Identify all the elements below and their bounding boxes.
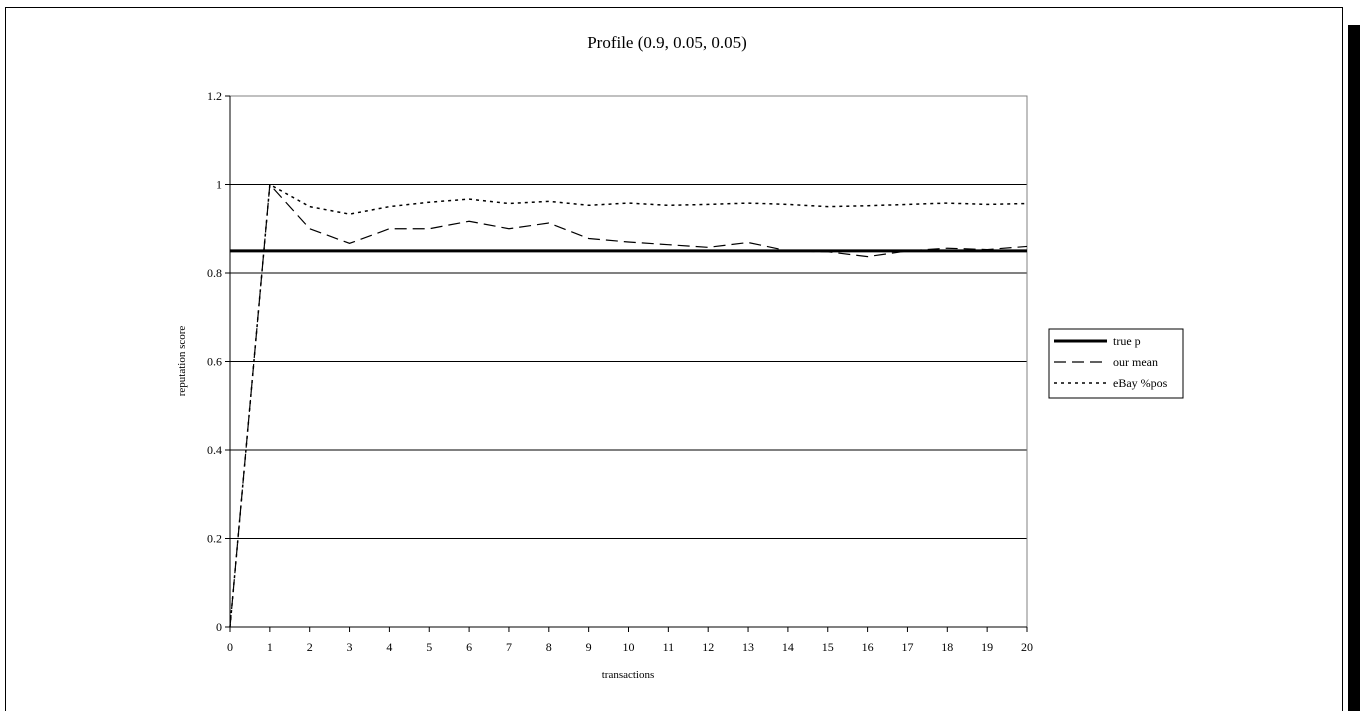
x-tick-label: 9 (586, 640, 592, 654)
x-tick-label: 5 (426, 640, 432, 654)
series-line-2 (229, 183, 1028, 628)
legend-items: true p our mean eBay %pos (1054, 334, 1168, 390)
x-tick-label: 2 (307, 640, 313, 654)
x-tick-label: 11 (663, 640, 675, 654)
x-tick-label: 16 (862, 640, 874, 654)
x-tick-label: 19 (981, 640, 993, 654)
chart-frame (5, 7, 1343, 711)
x-tick-label: 12 (702, 640, 714, 654)
y-tick-label: 0.6 (207, 355, 222, 369)
y-axis-label: reputation score (176, 326, 188, 397)
x-tick-label: 15 (822, 640, 834, 654)
y-tick-label: 1.2 (207, 89, 222, 103)
x-tick-label: 3 (347, 640, 353, 654)
legend-label: true p (1113, 334, 1141, 348)
chart-title: Profile (0.9, 0.05, 0.05) (587, 33, 747, 52)
x-tick-label: 10 (623, 640, 635, 654)
axes (225, 95, 1028, 632)
y-tick-label: 0 (216, 620, 222, 634)
right-edge-bar (1348, 25, 1360, 711)
x-tick-label: 14 (782, 640, 794, 654)
x-tick-label: 8 (546, 640, 552, 654)
x-axis-label: transactions (602, 669, 655, 681)
series-lines (229, 183, 1028, 628)
y-tick-labels: 0 0.2 0.4 0.6 0.8 1 1.2 (207, 89, 222, 634)
legend-label: our mean (1113, 355, 1158, 369)
x-tick-label: 20 (1021, 640, 1033, 654)
x-tick-label: 13 (742, 640, 754, 654)
x-tick-labels: 0 1 2 3 4 5 6 7 8 9 10 11 12 13 14 15 16 17 18 19 20 (227, 640, 1033, 654)
x-tick-label: 7 (506, 640, 512, 654)
grid-lines (230, 184, 1027, 539)
y-tick-label: 0.8 (207, 266, 222, 280)
legend: true p our mean eBay %pos (1048, 328, 1184, 399)
y-tick-label: 0.4 (207, 443, 222, 457)
x-tick-label: 17 (901, 640, 913, 654)
y-tick-label: 1 (216, 178, 222, 192)
y-tick-label: 0.2 (207, 532, 222, 546)
x-tick-label: 0 (227, 640, 233, 654)
legend-label: eBay %pos (1113, 376, 1168, 390)
x-tick-label: 1 (267, 640, 273, 654)
x-tick-label: 18 (941, 640, 953, 654)
x-tick-label: 6 (466, 640, 472, 654)
x-tick-label: 4 (386, 640, 392, 654)
